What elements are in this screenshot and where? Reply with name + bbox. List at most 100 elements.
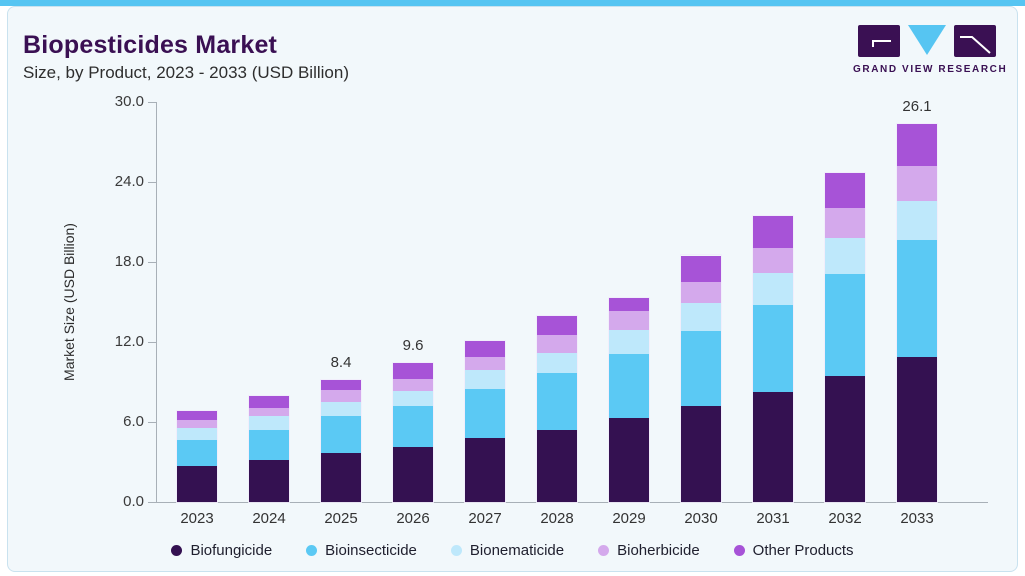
y-tick-label: 12.0: [114, 333, 144, 350]
bar-segment-bionematicide: [465, 370, 505, 389]
legend-item-bioinsecticide: Bioinsecticide: [306, 542, 417, 559]
x-tick-label-2029: 2029: [612, 510, 646, 527]
x-tick-label-2032: 2032: [828, 510, 862, 527]
x-tick-label-2025: 2025: [324, 510, 358, 527]
bar-segment-bionematicide: [825, 238, 865, 275]
x-tick-label-2030: 2030: [684, 510, 718, 527]
bar-segment-other-products: [177, 411, 217, 420]
bar-segment-other-products: [753, 216, 793, 249]
x-tick-label-2023: 2023: [180, 510, 214, 527]
legend-dot-icon: [598, 545, 610, 556]
bar-segment-biofungicide: [177, 465, 217, 502]
legend-item-biofungicide: Biofungicide: [171, 542, 272, 559]
y-tick-label: 6.0: [123, 413, 144, 430]
legend-label: Bionematicide: [469, 542, 565, 559]
chart-card: Biopesticides Market Size, by Product, 2…: [7, 6, 1018, 572]
y-tick-mark: [148, 422, 156, 423]
gvr-logo-icon: [858, 25, 996, 57]
y-tick-mark: [148, 102, 156, 103]
stacked-bar-2032: [825, 173, 865, 502]
y-tick-label: 0.0: [123, 493, 144, 510]
y-tick-label: 18.0: [114, 253, 144, 270]
bar-segment-biofungicide: [753, 391, 793, 502]
legend-label: Bioinsecticide: [325, 542, 417, 559]
bar-segment-other-products: [825, 173, 865, 208]
bar-segment-bionematicide: [249, 416, 289, 430]
bar-segment-bioinsecticide: [753, 304, 793, 392]
bar-segment-bioherbicide: [537, 335, 577, 353]
x-axis-line: [156, 502, 988, 503]
x-tick-label-2033: 2033: [900, 510, 934, 527]
accent-top-strip: [0, 0, 1025, 6]
stacked-bar-2024: [249, 396, 289, 502]
bar-segment-bioinsecticide: [393, 406, 433, 447]
legend-dot-icon: [171, 545, 183, 556]
y-axis-title: Market Size (USD Billion): [61, 223, 77, 381]
stacked-bar-2029: [609, 297, 649, 502]
legend-label: Biofungicide: [190, 542, 273, 559]
bar-segment-bioherbicide: [897, 165, 937, 201]
bar-segment-other-products: [249, 396, 289, 408]
y-tick-label: 24.0: [114, 173, 144, 190]
bar-total-label-2033: 26.1: [902, 98, 932, 115]
bar-segment-other-products: [681, 255, 721, 282]
bar-segment-bioinsecticide: [465, 388, 505, 439]
bar-segment-bionematicide: [537, 352, 577, 373]
logo-wordmark: GRAND VIEW RESEARCH: [853, 64, 1008, 75]
bar-segment-bionematicide: [393, 390, 433, 407]
stacked-bar-2030: [681, 255, 721, 502]
x-tick-label-2026: 2026: [396, 510, 430, 527]
y-tick-mark: [148, 502, 156, 503]
bar-total-label-2026: 9.6: [402, 337, 424, 354]
grand-view-research-logo: GRAND VIEW RESEARCH: [853, 23, 1008, 75]
bar-segment-bionematicide: [897, 200, 937, 240]
bar-segment-bioherbicide: [393, 378, 433, 391]
bar-segment-bioherbicide: [249, 407, 289, 417]
bar-segment-biofungicide: [897, 357, 937, 502]
bar-segment-biofungicide: [465, 438, 505, 502]
bar-segment-bioinsecticide: [177, 439, 217, 466]
x-tick-label-2027: 2027: [468, 510, 502, 527]
bar-segment-biofungicide: [825, 375, 865, 502]
y-axis-line: [156, 102, 157, 502]
bar-segment-bionematicide: [321, 401, 361, 417]
x-tick-label-2024: 2024: [252, 510, 286, 527]
y-tick-mark: [148, 262, 156, 263]
bar-segment-bioinsecticide: [537, 372, 577, 430]
bar-segment-other-products: [321, 380, 361, 391]
bar-segment-bioherbicide: [321, 390, 361, 402]
legend-item-bionematicide: Bionematicide: [450, 542, 565, 559]
bar-segment-other-products: [465, 341, 505, 358]
stacked-bar-2023: [177, 411, 217, 502]
stacked-bar-2033: [897, 123, 937, 502]
bar-segment-bioinsecticide: [609, 354, 649, 419]
page-subtitle: Size, by Product, 2023 - 2033 (USD Billi…: [23, 63, 349, 82]
bar-segment-bioherbicide: [465, 357, 505, 371]
bar-segment-bionematicide: [753, 272, 793, 305]
bar-segment-bionematicide: [681, 303, 721, 331]
stacked-bar-2027: [465, 341, 505, 502]
stacked-bar-2031: [753, 216, 793, 502]
stacked-bar-2025: [321, 380, 361, 502]
chart-legend: Biofungicide Bioinsecticide Bionematicide B…: [8, 542, 1017, 559]
bar-segment-other-products: [537, 316, 577, 336]
bar-segment-biofungicide: [249, 459, 289, 502]
bar-segment-bioherbicide: [681, 281, 721, 304]
bar-segment-bioinsecticide: [825, 274, 865, 376]
x-tick-label-2031: 2031: [756, 510, 790, 527]
legend-dot-icon: [733, 545, 745, 556]
stacked-bar-2026: [393, 363, 433, 502]
bar-segment-bioherbicide: [825, 207, 865, 239]
bar-segment-bioherbicide: [609, 311, 649, 330]
page-title: Biopesticides Market: [23, 31, 278, 59]
legend-dot-icon: [450, 545, 462, 556]
bar-segment-bioinsecticide: [321, 416, 361, 453]
bar-segment-bionematicide: [609, 329, 649, 355]
bar-segment-bioinsecticide: [249, 429, 289, 460]
bar-total-label-2025: 8.4: [330, 354, 352, 371]
bar-segment-biofungicide: [537, 429, 577, 502]
legend-label: Other Products: [752, 542, 854, 559]
bar-segment-bioherbicide: [753, 248, 793, 273]
bar-segment-biofungicide: [681, 406, 721, 502]
x-tick-label-2028: 2028: [540, 510, 574, 527]
